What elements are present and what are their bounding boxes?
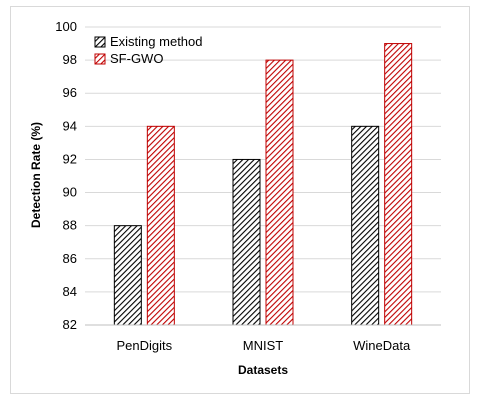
- x-tick-label: PenDigits: [117, 338, 173, 353]
- bar-sf-gwo-winedata: [384, 43, 413, 326]
- x-tick-label: MNIST: [243, 338, 284, 353]
- legend-swatch: [94, 36, 106, 48]
- y-tick-label: 90: [63, 185, 77, 200]
- axes: 82 84 86 88 90 92 94 96 98 100 PenDigits MNIST WineD…: [55, 19, 441, 353]
- x-tick-label: WineData: [353, 338, 411, 353]
- y-tick-label: 86: [63, 251, 77, 266]
- bars: [113, 43, 413, 326]
- x-axis-title: Datasets: [238, 363, 288, 377]
- bar-sf-gwo-mnist: [265, 59, 294, 326]
- y-tick-label: 88: [63, 218, 77, 233]
- bar-existing-method-winedata: [351, 125, 380, 326]
- y-tick-label: 96: [63, 85, 77, 100]
- bar-existing-method-mnist: [232, 158, 261, 326]
- legend-swatch: [94, 53, 106, 65]
- legend-label: SF-GWO: [110, 51, 163, 66]
- y-tick-label: 98: [63, 52, 77, 67]
- y-tick-label: 92: [63, 151, 77, 166]
- y-tick-label: 100: [55, 19, 77, 34]
- y-axis-title: Detection Rate (%): [29, 122, 43, 228]
- legend: Existing method SF-GWO: [94, 34, 203, 66]
- y-tick-label: 82: [63, 317, 77, 332]
- y-tick-label: 84: [63, 284, 77, 299]
- legend-label: Existing method: [110, 34, 203, 49]
- bar-sf-gwo-pendigits: [146, 125, 175, 326]
- y-tick-label: 94: [63, 118, 77, 133]
- bar-existing-method-pendigits: [113, 225, 142, 326]
